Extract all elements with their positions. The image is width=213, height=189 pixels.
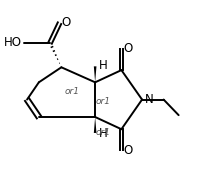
Polygon shape <box>94 117 96 133</box>
Text: O: O <box>61 16 71 29</box>
Text: or1: or1 <box>64 87 79 96</box>
Text: or1: or1 <box>95 128 110 136</box>
Text: H: H <box>99 127 108 140</box>
Text: O: O <box>124 42 133 55</box>
Text: O: O <box>124 144 133 157</box>
Text: or1: or1 <box>95 97 110 106</box>
Text: HO: HO <box>4 36 22 49</box>
Text: N: N <box>145 93 154 106</box>
Text: H: H <box>99 59 108 72</box>
Polygon shape <box>94 66 96 82</box>
